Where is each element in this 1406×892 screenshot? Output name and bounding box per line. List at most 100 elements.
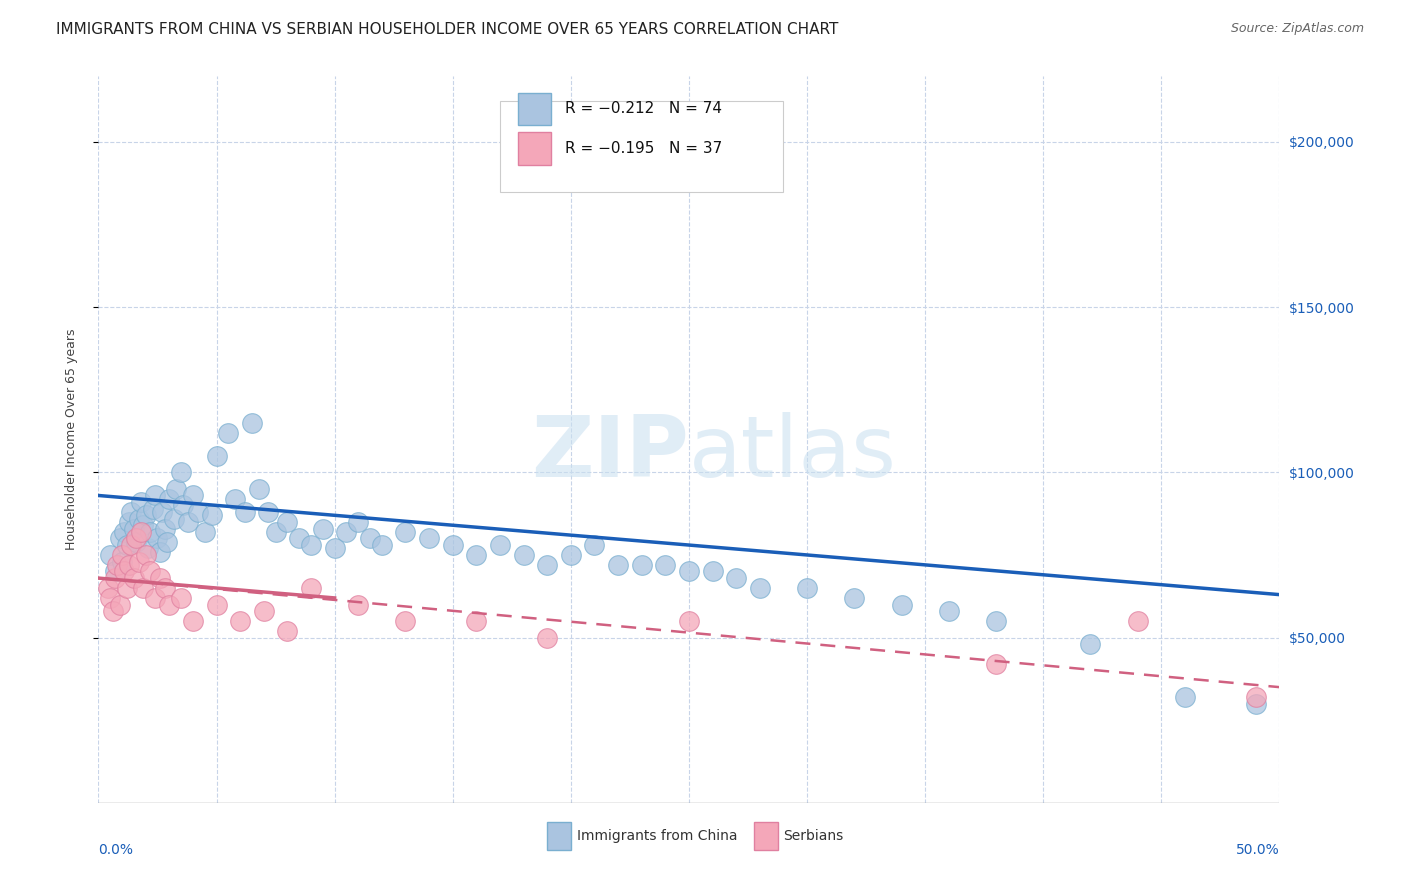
Point — [143, 488, 166, 502]
Text: atlas: atlas — [689, 412, 897, 495]
Point — [139, 565, 162, 579]
Text: Serbians: Serbians — [783, 830, 844, 843]
Point — [135, 508, 157, 523]
Point — [118, 558, 141, 572]
Point — [312, 522, 335, 536]
Point — [560, 548, 582, 562]
Point — [536, 631, 558, 645]
Point — [108, 532, 131, 546]
Point — [1244, 697, 1267, 711]
Point — [121, 538, 143, 552]
Point — [441, 538, 464, 552]
Point — [149, 544, 172, 558]
Point — [938, 604, 960, 618]
Point — [796, 581, 818, 595]
Point — [489, 538, 512, 552]
Point — [181, 614, 204, 628]
Point — [104, 565, 127, 579]
Point — [205, 598, 228, 612]
Point — [654, 558, 676, 572]
Point — [512, 548, 534, 562]
Point — [172, 499, 194, 513]
Point — [104, 571, 127, 585]
Point — [125, 534, 148, 549]
Point — [143, 591, 166, 605]
Point — [890, 598, 912, 612]
Point — [1126, 614, 1149, 628]
Point — [149, 571, 172, 585]
Point — [1174, 690, 1197, 704]
Point — [299, 538, 322, 552]
Text: Immigrants from China: Immigrants from China — [576, 830, 737, 843]
Text: Source: ZipAtlas.com: Source: ZipAtlas.com — [1230, 22, 1364, 36]
Point — [678, 565, 700, 579]
Point — [187, 505, 209, 519]
Point — [170, 466, 193, 480]
Point — [118, 515, 141, 529]
Point — [217, 425, 239, 440]
Point — [146, 532, 169, 546]
Point — [129, 524, 152, 539]
Y-axis label: Householder Income Over 65 years: Householder Income Over 65 years — [65, 328, 77, 550]
Point — [394, 524, 416, 539]
Point — [607, 558, 630, 572]
Point — [205, 449, 228, 463]
Point — [108, 598, 131, 612]
Point — [678, 614, 700, 628]
Point — [150, 505, 173, 519]
Point — [112, 565, 135, 579]
Point — [465, 548, 488, 562]
Bar — [517, 93, 551, 125]
Point — [371, 538, 394, 552]
Point — [359, 532, 381, 546]
Point — [132, 581, 155, 595]
Point — [115, 538, 138, 552]
Point — [194, 524, 217, 539]
Point — [725, 571, 748, 585]
Point — [984, 657, 1007, 671]
Bar — [547, 822, 571, 850]
Point — [1080, 637, 1102, 651]
Point — [347, 515, 370, 529]
Point — [247, 482, 270, 496]
Point — [153, 581, 176, 595]
Point — [132, 518, 155, 533]
Point — [276, 624, 298, 638]
Point — [157, 491, 180, 506]
Point — [299, 581, 322, 595]
Bar — [517, 132, 551, 164]
Point — [844, 591, 866, 605]
Point — [98, 548, 121, 562]
Point — [125, 532, 148, 546]
Point — [128, 555, 150, 569]
Text: 0.0%: 0.0% — [98, 843, 134, 857]
Point — [105, 558, 128, 572]
Point — [101, 604, 124, 618]
Point — [122, 522, 145, 536]
Point — [97, 581, 120, 595]
Text: 50.0%: 50.0% — [1236, 843, 1279, 857]
Point — [170, 591, 193, 605]
Point — [323, 541, 346, 556]
Point — [98, 591, 121, 605]
Text: R = −0.212   N = 74: R = −0.212 N = 74 — [565, 102, 721, 116]
Point — [276, 515, 298, 529]
Text: IMMIGRANTS FROM CHINA VS SERBIAN HOUSEHOLDER INCOME OVER 65 YEARS CORRELATION CH: IMMIGRANTS FROM CHINA VS SERBIAN HOUSEHO… — [56, 22, 838, 37]
Bar — [754, 822, 778, 850]
Point — [240, 416, 263, 430]
Point — [165, 482, 187, 496]
Point — [394, 614, 416, 628]
Point — [418, 532, 440, 546]
Point — [257, 505, 280, 519]
Point — [142, 501, 165, 516]
Point — [253, 604, 276, 618]
Point — [229, 614, 252, 628]
Point — [111, 548, 134, 562]
Point — [112, 524, 135, 539]
Point — [129, 495, 152, 509]
Point — [984, 614, 1007, 628]
Point — [288, 532, 311, 546]
Point — [748, 581, 770, 595]
Point — [128, 511, 150, 525]
Point — [111, 555, 134, 569]
